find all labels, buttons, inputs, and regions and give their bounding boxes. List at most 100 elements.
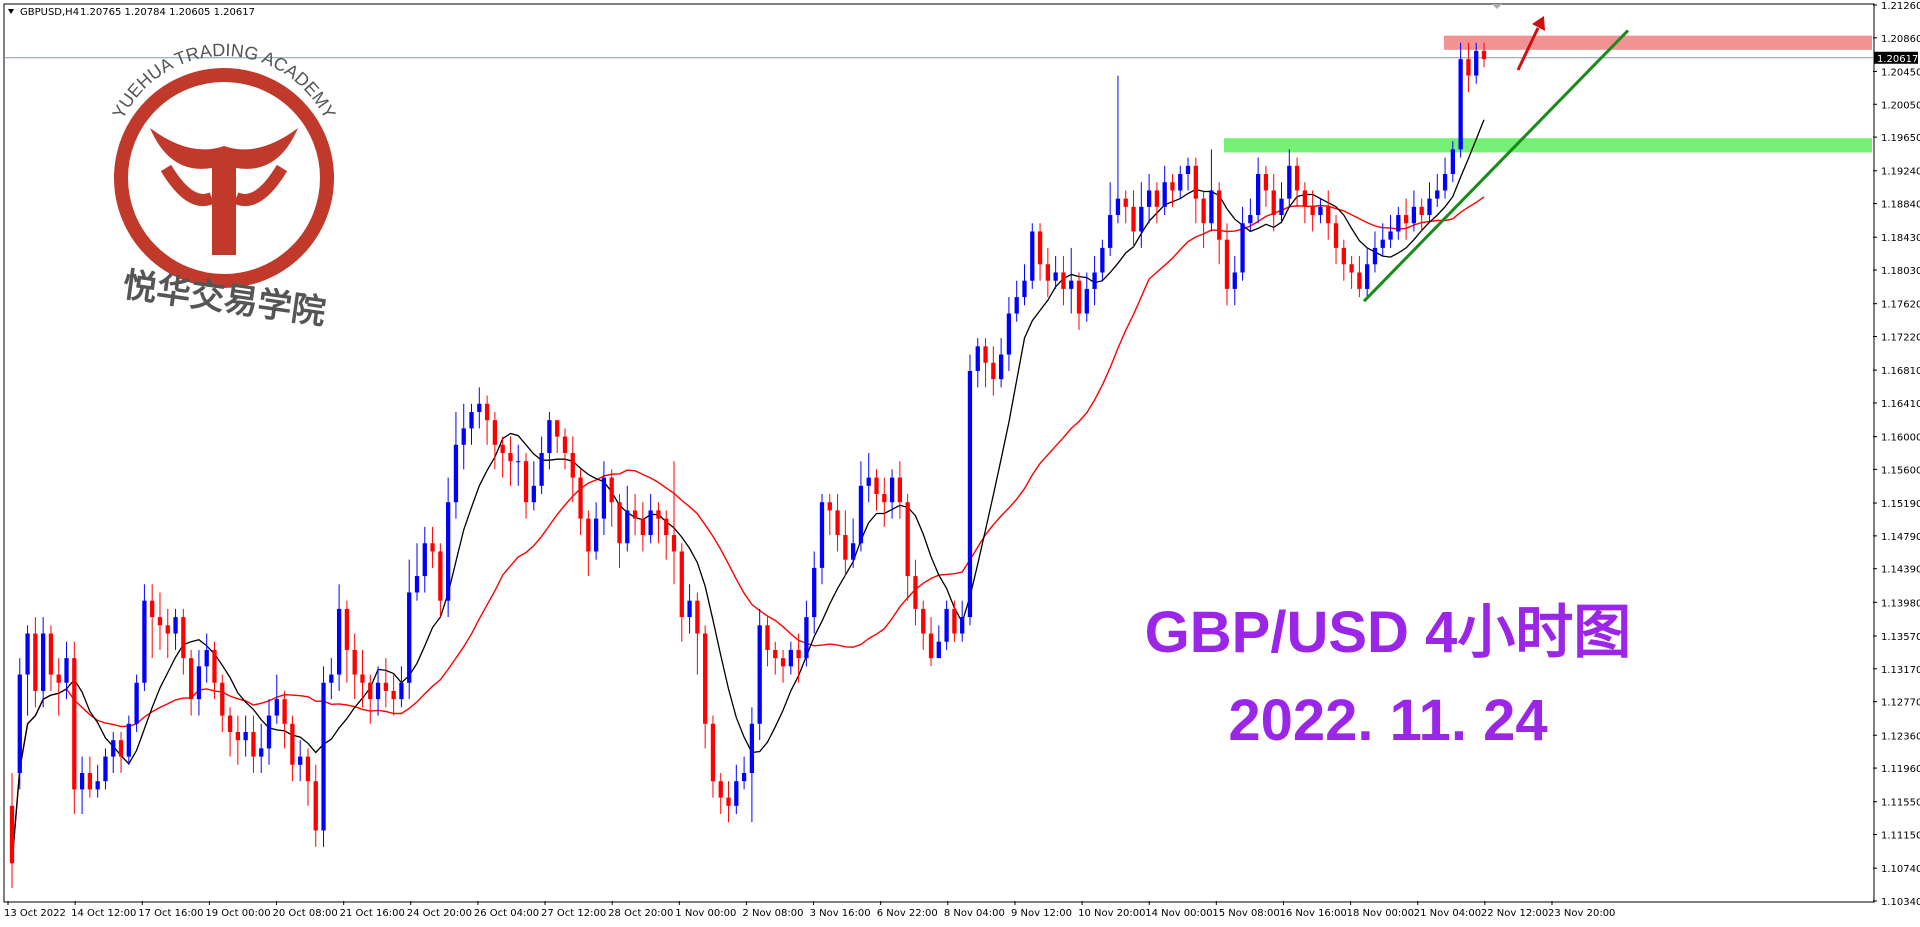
y-tick-label: 1.14790 xyxy=(1881,532,1920,543)
y-tick-label: 1.12360 xyxy=(1881,731,1920,742)
candle-body xyxy=(944,608,949,642)
candle-body xyxy=(1170,182,1175,191)
moving-averages xyxy=(11,119,1485,864)
candle-body xyxy=(134,682,139,724)
candle-body xyxy=(570,453,575,478)
candle-body xyxy=(679,551,684,618)
y-tick-label: 1.13570 xyxy=(1881,632,1920,643)
candle-body xyxy=(1349,264,1354,273)
x-tick-label: 20 Oct 08:00 xyxy=(273,908,338,919)
candle-body xyxy=(991,362,996,380)
y-tick-label: 1.18030 xyxy=(1881,266,1920,277)
candle-body xyxy=(843,535,848,560)
shift-marker-icon[interactable] xyxy=(1492,4,1502,9)
candle-body xyxy=(1193,165,1198,199)
candle-body xyxy=(407,592,412,683)
candle-body xyxy=(157,617,163,626)
x-tick-label: 16 Nov 16:00 xyxy=(1279,908,1346,919)
candle-body xyxy=(220,682,225,716)
trendline[interactable] xyxy=(1362,29,1630,303)
candle-body xyxy=(1217,190,1222,240)
up-arrow-icon xyxy=(1532,16,1545,31)
x-tick-label: 13 Oct 2022 xyxy=(4,908,66,919)
candle-body xyxy=(1115,198,1121,216)
y-tick-label: 1.15190 xyxy=(1881,499,1920,510)
candle-body xyxy=(321,682,326,831)
candle-body xyxy=(562,436,568,453)
candle-body xyxy=(1014,297,1019,314)
candle-body xyxy=(539,453,544,486)
chart-menu-icon[interactable] xyxy=(8,9,14,14)
logo-emblem-leaves xyxy=(160,164,288,206)
candle-body xyxy=(851,543,856,560)
candle-body xyxy=(1365,264,1370,289)
candle-body xyxy=(1427,198,1432,216)
candle-body xyxy=(671,535,677,552)
candle-body xyxy=(438,551,443,601)
candle-body xyxy=(975,346,980,371)
candle-body xyxy=(921,608,926,634)
candle-body xyxy=(1271,190,1276,216)
candles xyxy=(9,42,1487,888)
candle-body xyxy=(609,477,614,503)
candle-body xyxy=(1154,190,1160,207)
y-tick-label: 1.19650 xyxy=(1881,133,1920,144)
candle-body xyxy=(983,346,988,363)
candle-body xyxy=(726,797,731,806)
candle-body xyxy=(547,420,552,453)
zones xyxy=(5,35,1873,153)
candle-body xyxy=(1076,280,1082,314)
y-tick-label: 1.15600 xyxy=(1881,465,1920,476)
candle-body xyxy=(1030,231,1035,281)
x-tick-label: 3 Nov 16:00 xyxy=(810,908,871,919)
candle-body xyxy=(1240,223,1245,273)
candle-body xyxy=(578,477,583,519)
candle-body xyxy=(111,740,116,757)
candle-body xyxy=(773,649,778,659)
candle-body xyxy=(1201,198,1206,224)
x-tick-label: 2 Nov 08:00 xyxy=(742,908,803,919)
candle-body xyxy=(687,600,692,618)
y-tick-label: 1.18840 xyxy=(1881,200,1920,211)
ma-fast-line xyxy=(11,119,1485,864)
candle-body xyxy=(484,403,490,421)
candle-body xyxy=(1022,280,1027,298)
candle-body xyxy=(1209,190,1214,224)
candle-body xyxy=(1333,223,1339,248)
candle-body xyxy=(1466,59,1471,76)
candle-body xyxy=(734,781,739,806)
candle-body xyxy=(703,633,708,724)
candle-body xyxy=(33,633,38,691)
candle-body xyxy=(305,756,311,782)
y-tick-label: 1.20860 xyxy=(1881,34,1920,45)
support-zone[interactable] xyxy=(1224,138,1872,153)
resistance-zone[interactable] xyxy=(1444,35,1872,50)
candle-body xyxy=(360,674,365,683)
candle-body xyxy=(1419,206,1424,216)
x-tick-label: 24 Oct 20:00 xyxy=(407,908,472,919)
candle-body xyxy=(741,773,747,782)
candle-body xyxy=(352,649,357,675)
y-tick-label: 1.20450 xyxy=(1881,67,1920,78)
candle-body xyxy=(718,781,723,798)
candle-body xyxy=(640,518,645,536)
x-tick-label: 9 Nov 12:00 xyxy=(1011,908,1072,919)
candle-body xyxy=(235,731,241,741)
candle-body xyxy=(188,658,194,700)
candle-body xyxy=(1287,165,1292,199)
candle-body xyxy=(889,477,895,503)
x-tick-label: 14 Oct 12:00 xyxy=(71,908,136,919)
x-tick-label: 21 Oct 16:00 xyxy=(340,908,405,919)
candle-body xyxy=(1092,272,1097,289)
candle-body xyxy=(913,576,918,609)
x-tick-label: 8 Nov 04:00 xyxy=(944,908,1005,919)
candle-body xyxy=(1248,215,1253,224)
candle-body xyxy=(508,453,513,462)
candle-body xyxy=(477,403,482,412)
candle-body xyxy=(1131,206,1136,232)
candle-body xyxy=(150,600,155,618)
candle-body xyxy=(882,494,887,503)
logo-ring xyxy=(114,68,334,288)
